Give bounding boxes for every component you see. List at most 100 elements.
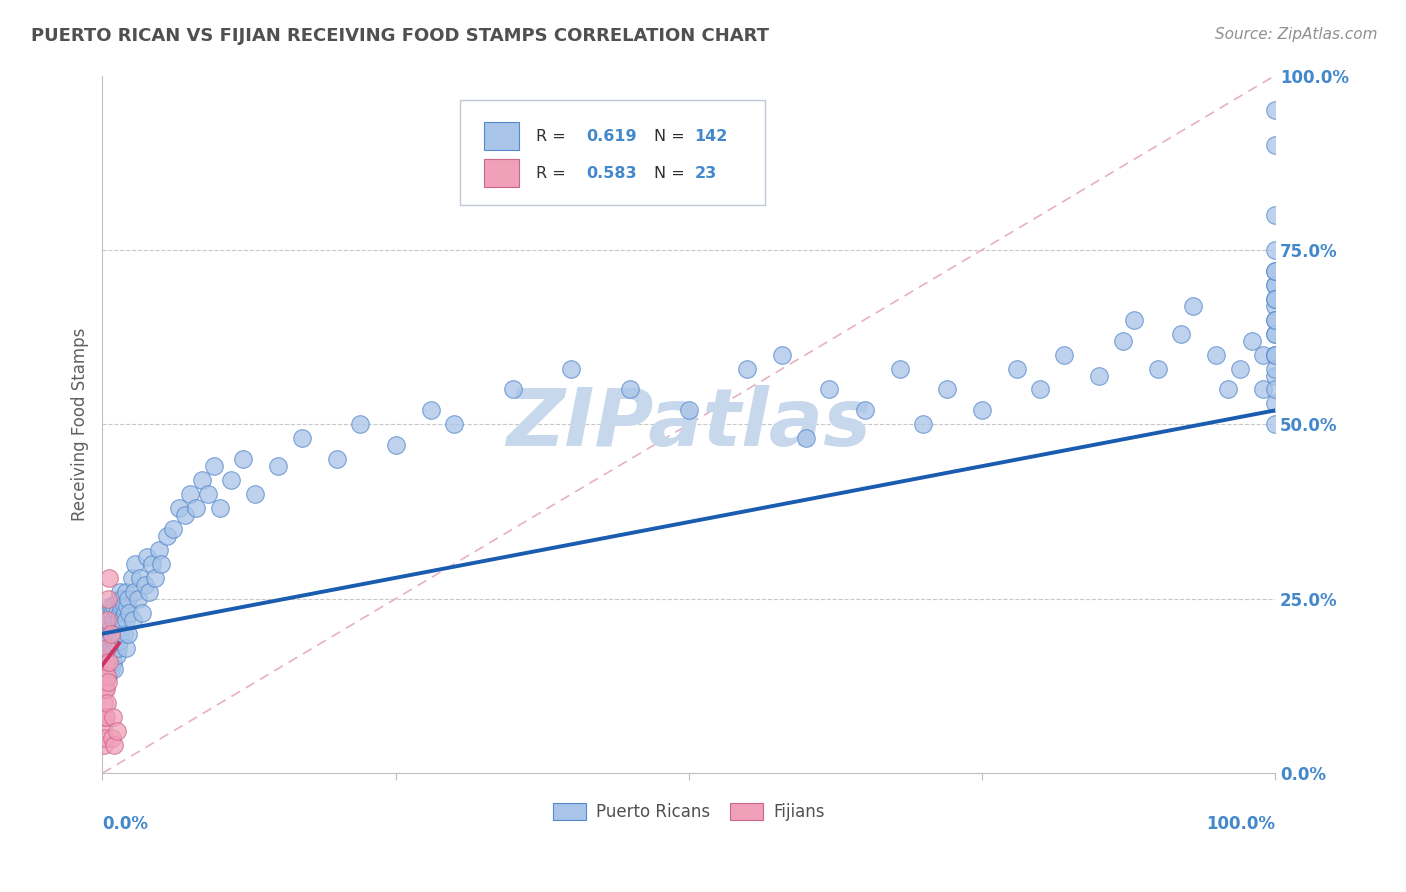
Point xyxy=(1264,292,1286,306)
Point xyxy=(94,710,117,724)
Point xyxy=(1264,312,1286,326)
Point xyxy=(1146,361,1168,376)
Point xyxy=(1088,368,1111,383)
Text: 0.619: 0.619 xyxy=(586,128,637,144)
Point xyxy=(112,626,135,640)
Point xyxy=(118,606,141,620)
Point xyxy=(122,613,145,627)
Point xyxy=(103,620,125,634)
Point xyxy=(794,431,817,445)
Point xyxy=(326,452,349,467)
Point xyxy=(208,501,231,516)
Point xyxy=(1264,138,1286,153)
Point xyxy=(104,613,127,627)
Point xyxy=(1264,417,1286,432)
Text: Source: ZipAtlas.com: Source: ZipAtlas.com xyxy=(1215,27,1378,42)
Point xyxy=(1005,361,1028,376)
Point xyxy=(150,557,173,571)
Point xyxy=(1264,312,1286,326)
Point xyxy=(100,626,122,640)
Point xyxy=(122,584,145,599)
Point xyxy=(98,655,121,669)
Point xyxy=(117,626,139,640)
Point xyxy=(737,361,759,376)
Point xyxy=(101,710,124,724)
Point xyxy=(94,710,117,724)
Text: 100.0%: 100.0% xyxy=(1206,815,1275,833)
Point xyxy=(141,557,163,571)
Point xyxy=(108,613,131,627)
Point xyxy=(114,606,136,620)
Point xyxy=(98,606,121,620)
Point xyxy=(100,620,122,634)
Point xyxy=(94,731,117,746)
Text: R =: R = xyxy=(536,128,571,144)
Point xyxy=(127,591,149,606)
Point xyxy=(1264,264,1286,278)
Point xyxy=(1123,312,1146,326)
Point xyxy=(197,487,219,501)
Point xyxy=(291,431,314,445)
Point xyxy=(1251,383,1274,397)
Point xyxy=(853,403,876,417)
Point xyxy=(1264,348,1286,362)
Point xyxy=(115,640,138,655)
Point xyxy=(912,417,935,432)
Point xyxy=(101,633,124,648)
Point xyxy=(101,606,124,620)
Point xyxy=(111,591,134,606)
Text: ZIPatlas: ZIPatlas xyxy=(506,385,872,463)
Point xyxy=(134,578,156,592)
Point xyxy=(98,571,121,585)
Point xyxy=(889,361,911,376)
Point xyxy=(1240,334,1263,348)
Point xyxy=(1264,277,1286,292)
Point xyxy=(1053,348,1076,362)
Point xyxy=(93,739,115,753)
Point xyxy=(1264,264,1286,278)
Point xyxy=(111,613,134,627)
Point xyxy=(97,675,120,690)
Point xyxy=(619,383,641,397)
Point xyxy=(97,640,120,655)
Point xyxy=(101,648,124,662)
Point xyxy=(1264,326,1286,341)
Point xyxy=(110,599,132,613)
Point xyxy=(93,717,115,731)
Point xyxy=(818,383,841,397)
Point xyxy=(1264,383,1286,397)
Point xyxy=(129,571,152,585)
FancyBboxPatch shape xyxy=(484,160,519,187)
Point xyxy=(97,613,120,627)
Point xyxy=(110,620,132,634)
FancyBboxPatch shape xyxy=(460,100,765,204)
Point xyxy=(94,661,117,675)
Point xyxy=(1264,396,1286,410)
Point xyxy=(349,417,371,432)
Point xyxy=(105,648,128,662)
Point xyxy=(108,591,131,606)
Point xyxy=(100,599,122,613)
Text: 142: 142 xyxy=(695,128,728,144)
Point xyxy=(105,626,128,640)
Point xyxy=(384,438,406,452)
Point xyxy=(1264,208,1286,222)
Point xyxy=(103,661,125,675)
Point xyxy=(97,591,120,606)
Point xyxy=(1264,277,1286,292)
Point xyxy=(100,661,122,675)
Point xyxy=(267,459,290,474)
Point xyxy=(173,508,195,522)
Point xyxy=(100,640,122,655)
Point xyxy=(121,571,143,585)
Point xyxy=(1264,103,1286,118)
Point xyxy=(101,655,124,669)
Point xyxy=(1264,292,1286,306)
Text: PUERTO RICAN VS FIJIAN RECEIVING FOOD STAMPS CORRELATION CHART: PUERTO RICAN VS FIJIAN RECEIVING FOOD ST… xyxy=(31,27,769,45)
Point xyxy=(105,606,128,620)
Point xyxy=(772,348,794,362)
Text: 23: 23 xyxy=(695,166,717,181)
Point xyxy=(108,633,131,648)
Text: R =: R = xyxy=(536,166,571,181)
Point xyxy=(93,640,115,655)
